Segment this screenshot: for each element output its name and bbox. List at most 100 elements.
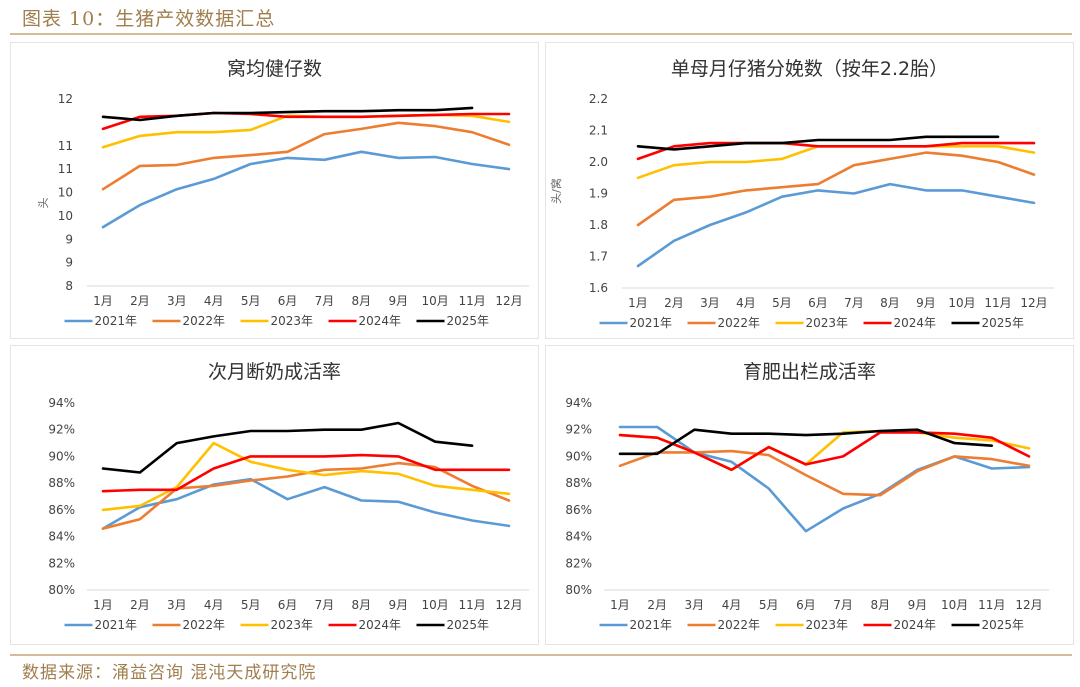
x-tick-label: 9月 xyxy=(916,296,936,310)
x-tick-label: 7月 xyxy=(844,296,864,310)
y-tick-label: 84% xyxy=(48,530,75,544)
x-tick-label: 3月 xyxy=(167,598,187,612)
chart-weaning-survival: 次月断奶成活率 80% 82% 84% 86% 88% 90% 92% 94% 1月 2月 3月 4月 5… xyxy=(48,361,529,632)
legend-item: 2024年 xyxy=(328,618,401,632)
y-tick-label: 88% xyxy=(565,476,592,490)
x-tick-label: 12月 xyxy=(1020,296,1047,310)
legend-item: 2025年 xyxy=(951,618,1025,632)
legend-label: 2021年 xyxy=(630,618,673,632)
legend-item: 2023年 xyxy=(240,314,313,328)
y-tick-label: 2.2 xyxy=(589,92,608,106)
legend-label: 2025年 xyxy=(447,314,490,328)
legend-label: 2022年 xyxy=(718,618,761,632)
series-line-2024 xyxy=(101,453,511,493)
y-tick-label: 92% xyxy=(565,423,592,437)
x-tick-label: 12月 xyxy=(495,598,522,612)
series-line-2022 xyxy=(636,151,1036,227)
x-tick-label: 4月 xyxy=(204,294,224,308)
x-tick-label: 4月 xyxy=(736,296,756,310)
y-tick-label: 12 xyxy=(58,92,73,106)
y-tick-label: 9 xyxy=(65,232,73,246)
y-tick-label: 90% xyxy=(48,449,75,463)
y-tick-label: 1.7 xyxy=(589,250,608,264)
legend-item: 2022年 xyxy=(687,618,761,632)
chart-title: 育肥出栏成活率 xyxy=(743,361,876,383)
legend-item: 2025年 xyxy=(951,316,1025,330)
legend-item: 2024年 xyxy=(863,618,936,632)
y-tick-label: 86% xyxy=(48,503,75,517)
legend-item: 2024年 xyxy=(328,314,402,328)
chart-panel-weaning-survival: 次月断奶成活率 80% 82% 84% 86% 88% 90% 92% 94% 1月 2月 3月 4月 5… xyxy=(10,345,539,645)
legend-item: 2022年 xyxy=(687,316,760,330)
y-axis-label: 头 xyxy=(37,198,50,209)
y-tick-label: 80% xyxy=(48,583,75,597)
chart-finishing-survival: 育肥出栏成活率 80% 82% 84% 86% 88% 90% 92% 94% 1月 2月 3月 4月 5… xyxy=(565,361,1049,632)
y-tick-label: 84% xyxy=(565,530,592,544)
chart-litter-size: 窝均健仔数 8 9 9 10 10 11 11 12 头 1月 2月 3月 4月 5月 6月 7月 8月 9月 10月… xyxy=(37,58,529,328)
y-tick-label: 92% xyxy=(48,423,75,437)
legend-label: 2021年 xyxy=(95,618,138,632)
legend-label: 2022年 xyxy=(183,314,226,328)
x-tick-label: 6月 xyxy=(278,598,298,612)
x-tick-label: 6月 xyxy=(278,294,298,308)
x-tick-label: 11月 xyxy=(458,598,485,612)
legend-label: 2024年 xyxy=(359,314,402,328)
legend-label: 2023年 xyxy=(271,618,314,632)
series-line-2024 xyxy=(618,431,1031,472)
x-tick-label: 4月 xyxy=(722,598,742,612)
series-line-2021 xyxy=(618,425,1031,533)
series-line-2022 xyxy=(101,121,511,191)
y-tick-label: 2.1 xyxy=(589,124,608,138)
y-tick-label: 82% xyxy=(48,556,75,570)
x-tick-label: 11月 xyxy=(984,296,1011,310)
x-tick-label: 10月 xyxy=(422,598,449,612)
x-tick-label: 11月 xyxy=(978,598,1005,612)
x-tick-label: 1月 xyxy=(93,294,113,308)
x-tick-label: 9月 xyxy=(388,294,408,308)
chart-title: 单母月仔猪分娩数（按年2.2胎） xyxy=(671,58,948,80)
x-tick-label: 7月 xyxy=(315,294,335,308)
bottom-divider xyxy=(10,654,1072,656)
series-line-2025 xyxy=(636,135,1000,151)
legend-label: 2021年 xyxy=(95,314,138,328)
x-tick-label: 9月 xyxy=(388,598,408,612)
x-tick-label: 7月 xyxy=(315,598,335,612)
legend-label: 2025年 xyxy=(982,618,1025,632)
legend-label: 2024年 xyxy=(894,316,937,330)
y-tick-label: 1.8 xyxy=(589,218,608,232)
series-line-2025 xyxy=(101,421,474,474)
chart-title: 窝均健仔数 xyxy=(227,58,322,80)
series-line-2025 xyxy=(618,428,994,456)
legend-item: 2025年 xyxy=(416,314,490,328)
x-tick-label: 8月 xyxy=(880,296,900,310)
legend-label: 2023年 xyxy=(806,618,849,632)
series-line-2021 xyxy=(636,182,1036,268)
y-tick-label: 10 xyxy=(58,209,73,223)
legend-item: 2023年 xyxy=(775,618,849,632)
legend-label: 2021年 xyxy=(630,316,673,330)
y-tick-label: 9 xyxy=(65,256,73,270)
y-tick-label: 90% xyxy=(565,449,592,463)
series-line-2022 xyxy=(618,449,1031,497)
y-tick-label: 94% xyxy=(48,396,75,410)
series-line-2021 xyxy=(101,477,511,530)
x-tick-label: 2月 xyxy=(130,598,150,612)
x-tick-label: 3月 xyxy=(685,598,705,612)
y-axis-label: 头/窝 xyxy=(549,178,563,204)
series-line-2025 xyxy=(101,106,474,122)
legend-item: 2025年 xyxy=(416,618,489,632)
legend-item: 2023年 xyxy=(240,618,314,632)
x-tick-label: 6月 xyxy=(808,296,828,310)
x-tick-label: 4月 xyxy=(204,598,224,612)
y-tick-label: 82% xyxy=(565,556,592,570)
x-tick-label: 5月 xyxy=(241,598,261,612)
legend-item: 2023年 xyxy=(775,316,849,330)
y-tick-label: 10 xyxy=(58,186,73,200)
legend-label: 2022年 xyxy=(183,618,226,632)
x-tick-label: 10月 xyxy=(422,294,449,308)
legend-label: 2025年 xyxy=(982,316,1025,330)
legend-label: 2023年 xyxy=(806,316,849,330)
x-tick-label: 7月 xyxy=(833,598,853,612)
x-tick-label: 5月 xyxy=(759,598,779,612)
x-tick-label: 10月 xyxy=(948,296,975,310)
